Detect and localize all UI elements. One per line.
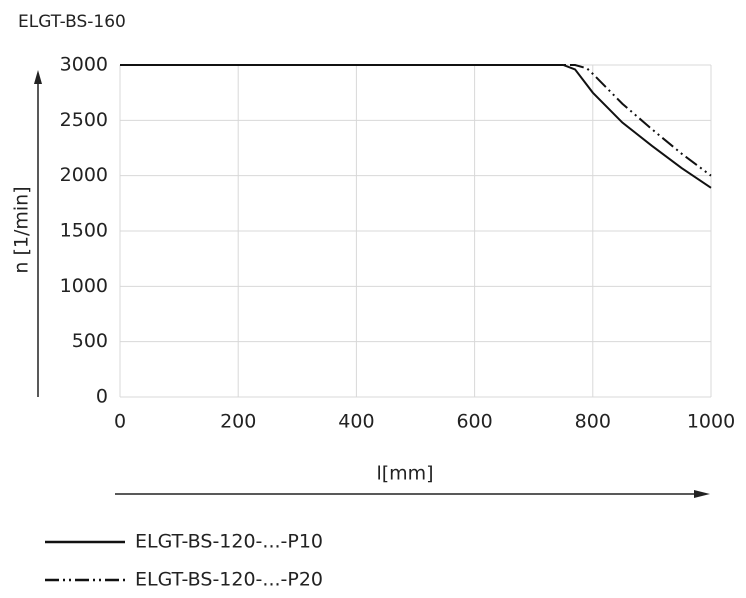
y-axis-label: n [1/min] [11,186,33,273]
series-line [120,64,712,189]
y-axis-arrowhead [34,70,42,84]
x-tick-label: 800 [575,411,611,433]
y-tick-label: 1500 [60,220,108,242]
y-tick-label: 3000 [60,54,108,76]
legend-label: ELGT-BS-120-...-P20 [135,569,323,591]
y-tick-label: 1000 [60,275,108,297]
x-tick-label: 0 [114,411,126,433]
x-axis-label: l[mm] [376,463,433,485]
y-tick-label: 2000 [60,164,108,186]
y-tick-label: 2500 [60,109,108,131]
x-tick-label: 200 [220,411,256,433]
legend-label: ELGT-BS-120-...-P10 [135,531,323,553]
x-tick-label: 1000 [687,411,735,433]
y-tick-label: 0 [96,386,108,408]
x-tick-label: 400 [338,411,374,433]
series-line [120,64,712,177]
x-tick-label: 600 [456,411,492,433]
y-tick-label: 500 [72,330,108,352]
chart-title: ELGT-BS-160 [18,12,126,32]
x-axis-arrowhead [694,490,710,498]
